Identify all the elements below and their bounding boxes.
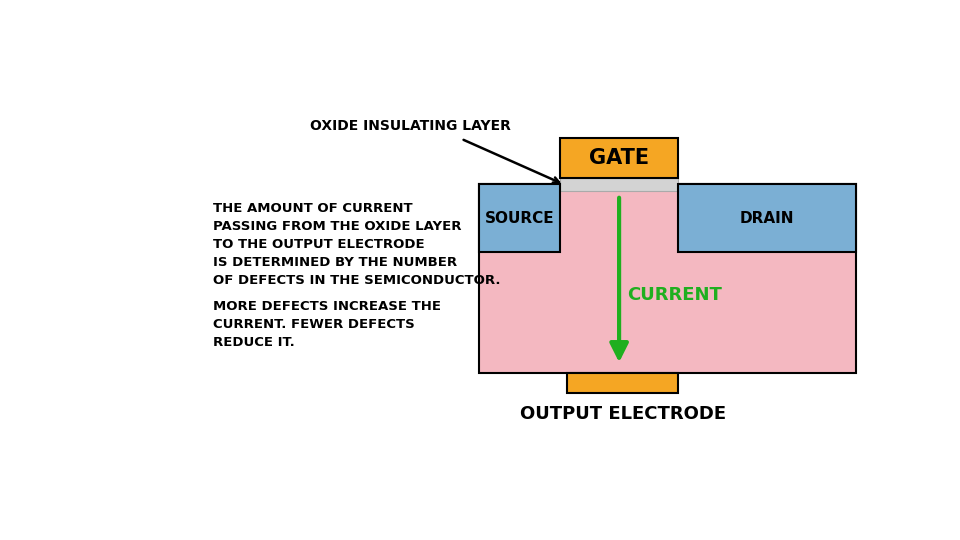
Text: OUTPUT ELECTRODE: OUTPUT ELECTRODE xyxy=(519,406,726,423)
Text: OXIDE INSULATING LAYER: OXIDE INSULATING LAYER xyxy=(310,119,511,132)
Text: SOURCE: SOURCE xyxy=(485,211,554,226)
Bar xyxy=(479,184,856,373)
Bar xyxy=(678,184,856,252)
Text: DRAIN: DRAIN xyxy=(740,211,794,226)
Text: MORE DEFECTS INCREASE THE
CURRENT. FEWER DEFECTS
REDUCE IT.: MORE DEFECTS INCREASE THE CURRENT. FEWER… xyxy=(213,300,441,349)
Bar xyxy=(561,138,678,178)
Bar xyxy=(567,373,678,393)
Text: CURRENT: CURRENT xyxy=(627,286,722,305)
Bar xyxy=(479,184,561,252)
Text: GATE: GATE xyxy=(589,148,649,168)
Text: THE AMOUNT OF CURRENT
PASSING FROM THE OXIDE LAYER
TO THE OUTPUT ELECTRODE
IS DE: THE AMOUNT OF CURRENT PASSING FROM THE O… xyxy=(213,202,500,287)
Bar xyxy=(561,178,678,191)
